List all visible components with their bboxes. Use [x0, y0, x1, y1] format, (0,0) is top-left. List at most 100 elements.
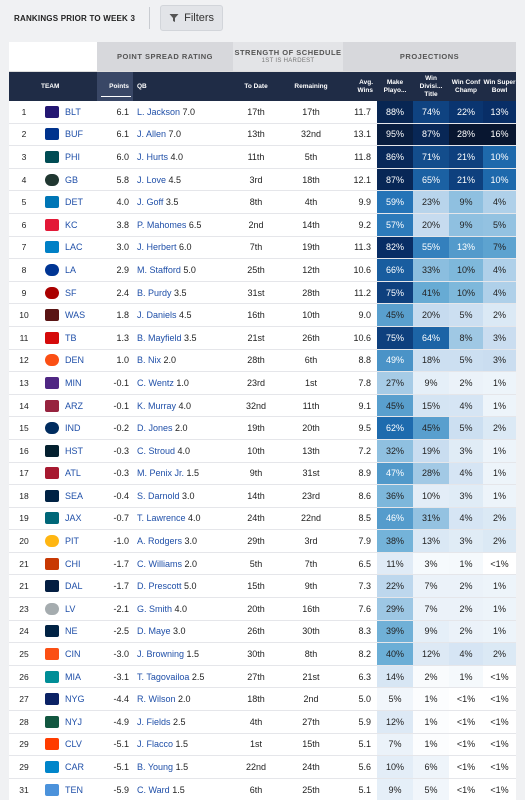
qb-link[interactable]: D. Maye — [137, 626, 171, 637]
team-logo-icon — [45, 444, 59, 457]
qb-link[interactable]: G. Smith — [137, 603, 173, 614]
qb-link[interactable]: M. Stafford — [137, 264, 181, 275]
qb-rating: 2.0 — [163, 355, 177, 366]
qb-link[interactable]: C. Wentz — [137, 377, 174, 388]
make-playoffs-cell: 45% — [377, 394, 414, 418]
qb-link[interactable]: B. Young — [137, 762, 174, 773]
team-link[interactable]: NYG — [65, 687, 97, 712]
team-link[interactable]: TB — [65, 326, 97, 350]
col-make-playoffs[interactable]: Make Playo... — [377, 71, 414, 101]
qb-link[interactable]: B. Nix — [137, 355, 162, 366]
team-logo-cell — [39, 213, 65, 237]
table-row: 21 DAL -1.7 D. Prescott 5.0 15th 9th 7.3 22% 7% 2… — [9, 574, 516, 599]
qb-link[interactable]: J. Daniels — [137, 310, 177, 321]
team-link[interactable]: MIA — [65, 665, 97, 689]
team-link[interactable]: LAC — [65, 236, 97, 260]
qb-link[interactable]: J. Goff — [137, 197, 164, 208]
table-row: 4 GB 5.8 J. Love 4.5 3rd 18th 12.1 87% 65% 21% 10% — [9, 168, 516, 192]
sos-to-date-cell: 9th — [233, 462, 280, 486]
qb-link[interactable]: K. Murray — [137, 400, 177, 411]
col-qb[interactable]: QB — [133, 71, 234, 101]
qb-link[interactable]: C. Williams — [137, 558, 182, 569]
team-link[interactable]: DAL — [65, 574, 97, 599]
team-link[interactable]: MIN — [65, 371, 97, 395]
team-link[interactable]: NYJ — [65, 710, 97, 734]
team-link[interactable]: HST — [65, 439, 97, 463]
rank-cell: 28 — [9, 710, 39, 734]
team-link[interactable]: SEA — [65, 484, 97, 508]
avg-wins-cell: 5.6 — [343, 755, 378, 779]
qb-link[interactable]: T. Tagovailoa — [137, 671, 190, 682]
team-link[interactable]: CLV — [65, 733, 97, 757]
qb-link[interactable]: B. Purdy — [137, 287, 172, 298]
qb-link[interactable]: P. Mahomes — [137, 219, 187, 230]
team-logo-cell — [39, 190, 65, 214]
team-link[interactable]: WAS — [65, 303, 97, 327]
win-division-cell: 41% — [413, 281, 450, 305]
col-remaining[interactable]: Remaining — [279, 71, 344, 101]
team-logo-icon — [45, 218, 59, 231]
sos-to-date-cell: 27th — [233, 665, 280, 689]
team-link[interactable]: NE — [65, 620, 97, 644]
team-link[interactable]: PHI — [65, 145, 97, 169]
team-link[interactable]: KC — [65, 213, 97, 237]
team-link[interactable]: CAR — [65, 755, 97, 779]
points-cell: -5.1 — [97, 733, 133, 757]
col-team[interactable]: TEAM — [39, 71, 97, 101]
team-link[interactable]: SF — [65, 281, 97, 305]
filters-button[interactable]: Filters — [160, 5, 224, 31]
team-link[interactable]: CHI — [65, 552, 97, 576]
win-sb-cell: 4% — [483, 281, 516, 305]
col-win-sb[interactable]: Win Super Bowl — [483, 71, 516, 101]
sos-remaining-cell: 25th — [279, 778, 344, 800]
team-link[interactable]: BUF — [65, 123, 97, 147]
win-division-cell: 55% — [413, 236, 450, 260]
qb-link[interactable]: D. Jones — [137, 423, 173, 434]
team-link[interactable]: DEN — [65, 349, 97, 373]
col-win-division[interactable]: Win Divisi... Title — [413, 71, 450, 101]
qb-link[interactable]: C. Ward — [137, 784, 170, 795]
qb-link[interactable]: J. Allen — [137, 129, 167, 140]
qb-link[interactable]: D. Prescott — [137, 581, 182, 592]
team-link[interactable]: BLT — [65, 101, 97, 124]
qb-link[interactable]: J. Hurts — [137, 151, 169, 162]
team-link[interactable]: LA — [65, 258, 97, 282]
team-link[interactable]: ARZ — [65, 394, 97, 418]
col-to-date[interactable]: To Date — [233, 71, 280, 101]
points-cell: 6.0 — [97, 145, 133, 169]
qb-link[interactable]: R. Wilson — [137, 694, 176, 705]
col-avg-wins[interactable]: Avg. Wins — [343, 71, 378, 101]
team-link[interactable]: TEN — [65, 778, 97, 800]
sos-to-date-cell: 28th — [233, 349, 280, 373]
qb-rating: 1.5 — [172, 784, 185, 795]
table-row: 14 ARZ -0.1 K. Murray 4.0 32nd 11th 9.1 45% 15% 4… — [9, 394, 516, 418]
team-link[interactable]: PIT — [65, 529, 97, 553]
win-division-cell: 64% — [413, 326, 450, 350]
qb-link[interactable]: C. Stroud — [137, 445, 176, 456]
qb-link[interactable]: S. Darnold — [137, 490, 180, 501]
team-link[interactable]: DET — [65, 190, 97, 214]
col-points[interactable]: Points — [97, 71, 133, 101]
team-link[interactable]: ATL — [65, 462, 97, 486]
qb-link[interactable]: T. Lawrence — [137, 513, 186, 524]
team-link[interactable]: IND — [65, 416, 97, 440]
team-link[interactable]: JAX — [65, 507, 97, 531]
qb-link[interactable]: J. Herbert — [137, 242, 177, 253]
qb-link[interactable]: L. Jackson — [137, 106, 181, 117]
qb-cell: R. Wilson 2.0 — [133, 687, 234, 712]
qb-link[interactable]: J. Fields — [137, 716, 171, 727]
qb-link[interactable]: A. Rodgers — [137, 536, 183, 547]
sos-remaining-cell: 31st — [279, 462, 344, 486]
qb-link[interactable]: B. Mayfield — [137, 332, 182, 343]
qb-link[interactable]: J. Browning — [137, 649, 185, 660]
qb-link[interactable]: J. Flacco — [137, 739, 174, 750]
team-link[interactable]: LV — [65, 597, 97, 621]
team-link[interactable]: CIN — [65, 642, 97, 666]
qb-link[interactable]: M. Penix Jr. — [137, 468, 185, 479]
qb-link[interactable]: J. Love — [137, 174, 167, 185]
qb-rating: 1.5 — [175, 739, 189, 750]
team-link[interactable]: GB — [65, 168, 97, 192]
team-logo-icon — [45, 309, 59, 322]
col-win-conf[interactable]: Win Conf Champ — [449, 71, 484, 101]
group-header-point-spread: POINT SPREAD RATING — [97, 42, 234, 72]
